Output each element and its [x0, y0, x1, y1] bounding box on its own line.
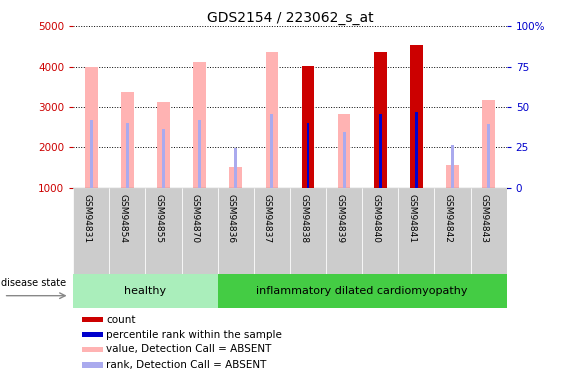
Bar	[362, 188, 399, 274]
Text: percentile rank within the sample: percentile rank within the sample	[106, 330, 282, 339]
Bar	[270, 114, 273, 188]
Bar	[343, 132, 346, 188]
Bar	[85, 68, 97, 188]
Text: GSM94855: GSM94855	[154, 194, 163, 243]
Bar	[218, 274, 507, 308]
Text: count: count	[106, 315, 136, 325]
Bar	[162, 129, 165, 188]
Bar	[230, 167, 242, 188]
Bar	[109, 188, 145, 274]
Text: inflammatory dilated cardiomyopathy: inflammatory dilated cardiomyopathy	[257, 286, 468, 296]
Title: GDS2154 / 223062_s_at: GDS2154 / 223062_s_at	[207, 11, 373, 25]
Bar	[193, 62, 206, 188]
Bar	[487, 124, 490, 188]
Text: GSM94870: GSM94870	[191, 194, 200, 243]
Bar	[181, 188, 218, 274]
Bar	[218, 188, 254, 274]
Text: GSM94837: GSM94837	[263, 194, 272, 243]
Bar	[234, 148, 237, 188]
Bar	[302, 66, 314, 188]
Bar	[254, 188, 290, 274]
Text: GSM94831: GSM94831	[82, 194, 91, 243]
Bar	[126, 123, 129, 188]
Bar	[73, 188, 109, 274]
Bar	[82, 332, 102, 337]
Text: GSM94841: GSM94841	[408, 194, 417, 243]
Bar	[326, 188, 362, 274]
Text: GSM94836: GSM94836	[227, 194, 236, 243]
Bar	[399, 188, 435, 274]
Bar	[290, 188, 326, 274]
Bar	[446, 165, 459, 188]
Bar	[266, 53, 278, 188]
Text: GSM94840: GSM94840	[371, 194, 380, 243]
Bar	[82, 317, 102, 322]
Bar	[410, 45, 423, 188]
Bar	[157, 102, 170, 188]
Text: GSM94839: GSM94839	[335, 194, 344, 243]
Bar	[90, 120, 93, 188]
Bar	[415, 112, 418, 188]
Bar	[451, 145, 454, 188]
Text: value, Detection Call = ABSENT: value, Detection Call = ABSENT	[106, 344, 271, 354]
Text: healthy: healthy	[124, 286, 167, 296]
Text: GSM94854: GSM94854	[118, 194, 127, 243]
Bar	[121, 92, 133, 188]
Bar	[198, 120, 201, 188]
Bar	[482, 100, 495, 188]
Bar	[73, 274, 218, 308]
Text: disease state: disease state	[2, 278, 66, 288]
Bar	[471, 188, 507, 274]
Text: GSM94843: GSM94843	[480, 194, 489, 243]
Bar	[145, 188, 181, 274]
Bar	[307, 123, 310, 188]
Bar	[374, 52, 387, 188]
Bar	[379, 114, 382, 188]
Text: GSM94842: GSM94842	[444, 194, 453, 243]
Bar	[435, 188, 471, 274]
Bar	[82, 362, 102, 368]
Text: GSM94838: GSM94838	[299, 194, 308, 243]
Bar	[338, 114, 350, 188]
Text: rank, Detection Call = ABSENT: rank, Detection Call = ABSENT	[106, 360, 266, 370]
Bar	[82, 346, 102, 352]
